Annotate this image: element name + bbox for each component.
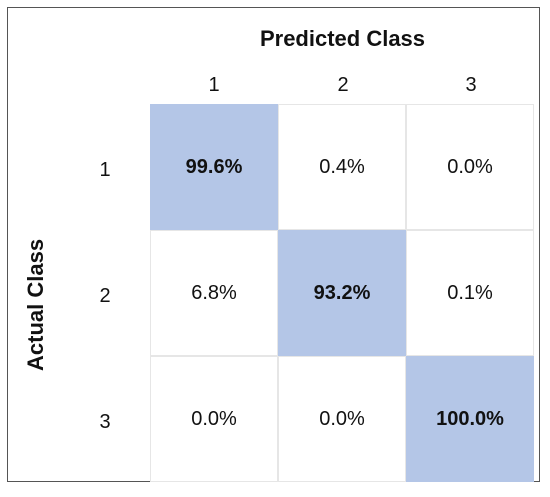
row-label-2: 2: [99, 285, 111, 307]
actual-class-title: Actual Class: [23, 238, 48, 372]
matrix-cell-r1-c3: 0.0%: [406, 104, 534, 230]
matrix-cell-r3-c2: 0.0%: [278, 356, 406, 482]
matrix-cell-r2-c2: 93.2%: [278, 230, 406, 356]
predicted-class-title: Predicted Class: [259, 26, 426, 51]
matrix-cell-r2-c3: 0.1%: [406, 230, 534, 356]
col-label-3: 3: [465, 74, 477, 96]
col-label-1: 1: [208, 74, 220, 96]
matrix-cell-r3-c1: 0.0%: [150, 356, 278, 482]
col-label-2: 2: [337, 74, 349, 96]
matrix-cell-r2-c1: 6.8%: [150, 230, 278, 356]
matrix-cell-r3-c3: 100.0%: [406, 356, 534, 482]
row-label-1: 1: [99, 159, 111, 181]
matrix-cell-r1-c1: 99.6%: [150, 104, 278, 230]
confusion-matrix: 99.6% 0.4% 0.0% 6.8% 93.2% 0.1% 0.0% 0.0% 100.0%: [150, 104, 535, 482]
row-label-3: 3: [99, 411, 111, 433]
matrix-cell-r1-c2: 0.4%: [278, 104, 406, 230]
